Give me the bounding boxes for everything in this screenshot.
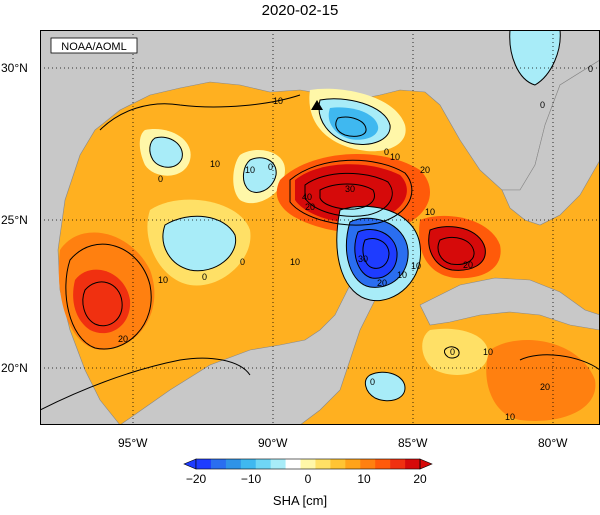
lon-label: 95°W — [118, 436, 148, 450]
contour-label: 0 — [450, 347, 455, 357]
contour-label: 20 — [420, 165, 430, 175]
contour-label: 10 — [290, 257, 300, 267]
lon-label: 85°W — [398, 436, 428, 450]
colorbar: −20 −10 0 10 20 — [183, 458, 433, 486]
contour-lines — [40, 30, 600, 411]
credit-box — [50, 37, 138, 54]
colorbar-tick: −10 — [241, 472, 262, 486]
contour-label: 20 — [540, 382, 550, 392]
contour-label: 20 — [463, 260, 473, 270]
contour-label: 10 — [390, 152, 400, 162]
contour-label: 0 — [240, 257, 245, 267]
contour-label: 10 — [245, 165, 255, 175]
colorbar-tick: 10 — [357, 472, 371, 486]
colorbar-cell — [390, 459, 406, 469]
contour-label: 10 — [425, 207, 435, 217]
contour-label-group: 10 0 10 0 10 20 30 40 20 10 0 10 20 10 3… — [118, 64, 593, 422]
graticule — [40, 30, 600, 425]
contour-label: 0 — [384, 147, 389, 157]
colorbar-tick: 20 — [413, 472, 427, 486]
contour-label: 10 — [397, 270, 407, 280]
colorbar-cell — [240, 459, 257, 469]
contour-label: 0 — [588, 64, 593, 74]
colorbar-cell — [360, 459, 376, 469]
contour-label: 0 — [202, 272, 207, 282]
colorbar-cell — [345, 459, 361, 469]
triangle-marker-icon — [311, 100, 323, 110]
contour-label: 30 — [345, 184, 355, 194]
contour-label: 10 — [505, 412, 515, 422]
contour-label: 20 — [305, 202, 315, 212]
contour-label: 0 — [540, 100, 545, 110]
contour-label: 10 — [210, 159, 220, 169]
lon-label: 80°W — [538, 436, 568, 450]
contour-label: 10 — [483, 347, 493, 357]
contour-label: 0 — [268, 162, 273, 172]
colorbar-cell — [210, 459, 227, 469]
colorbar-tick-labels: −20 −10 0 10 20 — [186, 472, 427, 486]
contour-label: 40 — [302, 192, 312, 202]
contour-label: 10 — [158, 275, 168, 285]
contour-label: 10 — [273, 96, 283, 106]
lat-label: 25°N — [1, 213, 28, 227]
colorbar-cell — [285, 459, 301, 469]
colorbar-tick: 0 — [305, 472, 312, 486]
lon-label: 90°W — [258, 436, 288, 450]
colorbar-cell — [375, 459, 391, 469]
colorbar-cell — [330, 459, 346, 469]
colorbar-tick: −20 — [186, 472, 207, 486]
colorbar-arrow-right — [419, 458, 433, 470]
contour-label: 30 — [358, 254, 368, 264]
colorbar-cell — [270, 459, 286, 469]
contour-label: 20 — [118, 334, 128, 344]
colorbar-cell — [225, 459, 242, 469]
contour-label: 20 — [377, 278, 387, 288]
colorbar-cell — [196, 459, 212, 469]
colorbar-cell — [255, 459, 271, 469]
lat-label: 20°N — [1, 361, 28, 375]
colorbar-cell — [300, 459, 316, 469]
contour-label: 10 — [411, 261, 421, 271]
colorbar-outline — [195, 458, 421, 470]
contour-label: 0 — [158, 174, 163, 184]
map-title: 2020-02-15 — [261, 2, 339, 19]
colorbar-label: SHA [cm] — [272, 493, 328, 508]
sha-map: 10 0 10 0 10 20 30 40 20 10 0 10 20 10 3… — [40, 30, 600, 425]
credit-text: NOAA/AOML — [61, 41, 126, 53]
colorbar-arrow-left — [183, 458, 197, 470]
lat-label: 30°N — [1, 61, 28, 75]
sha-field — [58, 30, 596, 421]
contour-label: 0 — [370, 377, 375, 387]
land-cuba — [419, 277, 600, 331]
colorbar-cell — [315, 459, 331, 469]
colorbar-cell — [405, 459, 421, 469]
